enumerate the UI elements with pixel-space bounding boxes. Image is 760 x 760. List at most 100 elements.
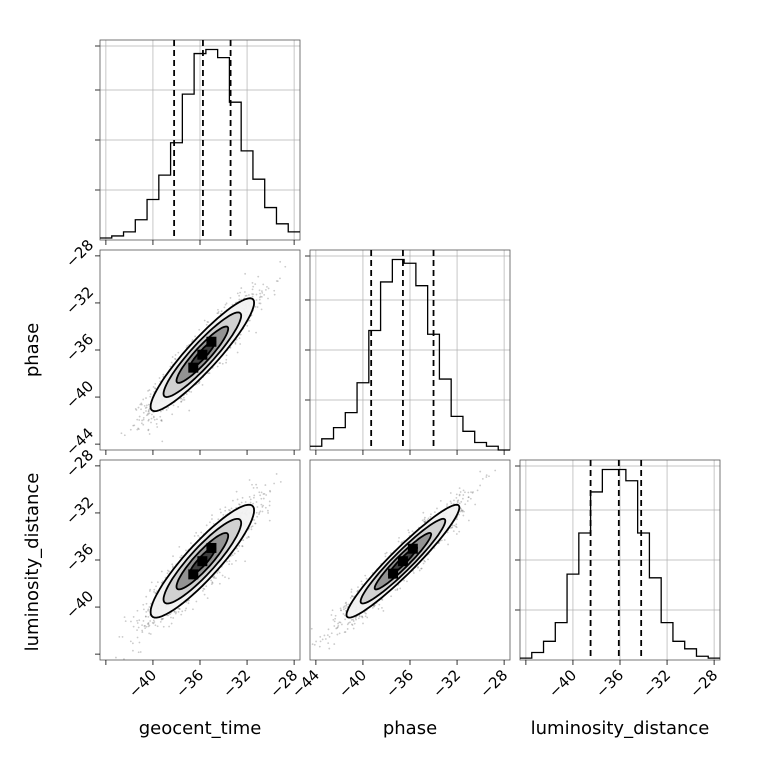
scatter-point	[225, 354, 228, 357]
scatter-point	[136, 636, 139, 639]
scatter-point	[161, 440, 164, 443]
scatter-point	[268, 519, 271, 522]
scatter-point	[174, 612, 177, 615]
scatter-point	[241, 496, 244, 499]
scatter-point	[248, 294, 250, 296]
scatter-point	[168, 570, 170, 573]
scatter-point	[258, 491, 261, 494]
scatter-point	[186, 345, 189, 347]
scatter-point	[433, 511, 436, 513]
scatter-point	[185, 607, 188, 610]
contour-line	[175, 532, 230, 591]
scatter-point	[450, 527, 453, 529]
scatter-point	[373, 605, 376, 608]
scatter-point	[166, 569, 169, 572]
scatter-point	[259, 494, 262, 497]
scatter-point	[251, 293, 254, 295]
scatter-point	[153, 621, 156, 623]
scatter-point	[412, 572, 415, 574]
scatter-point	[181, 610, 184, 613]
scatter-point	[191, 339, 194, 341]
scatter-point	[150, 417, 153, 420]
scatter-point	[333, 643, 336, 645]
scatter-point	[145, 595, 148, 598]
scatter-point	[224, 509, 227, 512]
scatter-point	[148, 403, 150, 406]
scatter-point	[466, 500, 469, 502]
scatter-point	[422, 562, 425, 565]
scatter-point	[177, 611, 180, 613]
scatter-point	[420, 567, 423, 570]
contour-line	[359, 517, 447, 605]
scatter-point	[252, 496, 255, 499]
scatter-point	[148, 624, 151, 627]
scatter-point	[231, 563, 233, 565]
scatter-point	[142, 418, 145, 421]
scatter-point	[384, 555, 387, 558]
scatter-point	[264, 506, 267, 509]
scatter-point	[198, 328, 201, 331]
scatter-point	[144, 407, 147, 409]
scatter-point	[458, 502, 461, 505]
scatter-point	[454, 525, 457, 528]
tick-label: −40	[335, 666, 370, 701]
scatter-point	[275, 473, 278, 475]
scatter-point	[171, 565, 174, 568]
scatter-point	[136, 418, 139, 421]
scatter-point	[156, 625, 159, 628]
scatter-point	[165, 409, 168, 411]
scatter-point	[205, 323, 208, 326]
scatter-point	[160, 419, 163, 421]
scatter-point	[423, 559, 426, 562]
scatter-point	[494, 469, 497, 472]
scatter-point	[343, 605, 346, 608]
scatter-point	[146, 413, 149, 416]
scatter-point	[203, 588, 206, 591]
scatter-point	[241, 545, 244, 547]
scatter-point	[198, 380, 201, 383]
scatter-point	[236, 498, 239, 501]
panel-content	[120, 260, 287, 443]
scatter-point	[259, 510, 262, 513]
scatter-point	[170, 622, 173, 625]
scatter-point	[140, 403, 143, 406]
scatter-point	[449, 492, 452, 494]
tick-label: −36	[62, 330, 97, 365]
scatter-point	[332, 618, 335, 621]
scatter-point	[160, 570, 163, 573]
scatter-point	[235, 338, 238, 341]
scatter-point	[147, 410, 150, 413]
scatter-point	[212, 522, 215, 525]
scatter-point	[201, 384, 204, 386]
scatter-point	[221, 362, 224, 365]
scatter-point	[249, 498, 252, 501]
scatter-point	[184, 609, 187, 612]
scatter-point	[225, 361, 227, 364]
scatter-point	[156, 426, 159, 428]
contour-line	[149, 503, 256, 619]
scatter-point	[174, 357, 176, 360]
scatter-point	[259, 295, 262, 298]
scatter-point	[352, 620, 355, 622]
scatter-point	[149, 620, 152, 622]
scatter-point	[251, 281, 254, 284]
scatter-point	[399, 587, 402, 590]
scatter-point	[190, 391, 193, 393]
scatter-point	[464, 491, 466, 494]
scatter-point	[364, 574, 367, 577]
scatter-point	[258, 302, 261, 305]
scatter-point	[240, 287, 243, 289]
scatter-point	[279, 481, 282, 483]
tick-label: −32	[429, 666, 464, 701]
scatter-point	[364, 615, 367, 618]
scatter-point	[152, 416, 155, 419]
scatter-point	[228, 563, 231, 566]
scatter-point	[440, 539, 443, 542]
scatter-point	[160, 617, 163, 620]
scatter-point	[235, 559, 237, 562]
scatter-point	[267, 512, 269, 514]
scatter-point	[418, 569, 421, 572]
scatter-point	[180, 400, 183, 403]
scatter-point	[396, 588, 399, 590]
